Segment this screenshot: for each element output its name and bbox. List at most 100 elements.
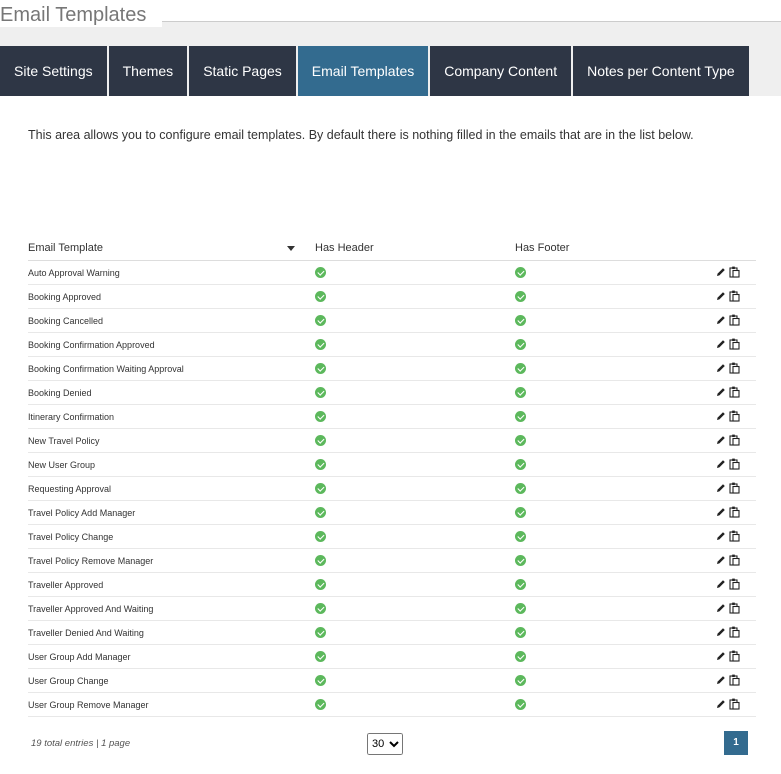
actions-cell <box>705 548 756 573</box>
pencil-icon[interactable] <box>716 531 726 543</box>
template-name: New Travel Policy <box>28 428 315 453</box>
has-header-cell <box>315 404 515 429</box>
clipboard-icon[interactable] <box>729 530 740 544</box>
tab-static-pages[interactable]: Static Pages <box>189 46 296 96</box>
actions-cell <box>705 668 756 693</box>
has-footer-cell <box>515 644 705 669</box>
has-header-cell <box>315 524 515 549</box>
has-footer-cell <box>515 356 705 381</box>
sort-desc-icon[interactable] <box>287 246 295 251</box>
tab-site-settings[interactable]: Site Settings <box>0 46 107 96</box>
clipboard-icon[interactable] <box>729 506 740 520</box>
check-circle-icon <box>315 555 326 567</box>
clipboard-icon[interactable] <box>729 410 740 424</box>
check-circle-icon <box>515 603 526 615</box>
pencil-icon[interactable] <box>716 435 726 447</box>
has-header-cell <box>315 260 515 285</box>
template-name: Traveller Denied And Waiting <box>28 620 315 645</box>
check-circle-icon <box>315 531 326 543</box>
has-header-cell <box>315 548 515 573</box>
page-button-1[interactable]: 1 <box>724 731 748 755</box>
table-row: Requesting Approval <box>28 476 756 501</box>
tab-themes[interactable]: Themes <box>108 46 188 96</box>
pencil-icon[interactable] <box>716 291 726 303</box>
clipboard-icon[interactable] <box>729 314 740 328</box>
actions-cell <box>705 644 756 669</box>
clipboard-icon[interactable] <box>729 434 740 448</box>
has-footer-cell <box>515 452 705 477</box>
check-circle-icon <box>515 363 526 375</box>
clipboard-icon[interactable] <box>729 602 740 616</box>
page-description: This area allows you to configure email … <box>28 128 694 142</box>
pencil-icon[interactable] <box>716 411 726 423</box>
pencil-icon[interactable] <box>716 507 726 519</box>
template-name: User Group Change <box>28 668 315 693</box>
tab-notes-per-content-type[interactable]: Notes per Content Type <box>573 46 749 96</box>
table-row: Itinerary Confirmation <box>28 404 756 429</box>
has-header-cell <box>315 428 515 453</box>
has-header-cell <box>315 332 515 357</box>
clipboard-icon[interactable] <box>729 362 740 376</box>
clipboard-icon[interactable] <box>729 458 740 472</box>
check-circle-icon <box>315 291 326 303</box>
clipboard-icon[interactable] <box>729 626 740 640</box>
tab-company-content[interactable]: Company Content <box>430 46 572 96</box>
pencil-icon[interactable] <box>716 555 726 567</box>
pencil-icon[interactable] <box>716 483 726 495</box>
clipboard-icon[interactable] <box>729 674 740 688</box>
clipboard-icon[interactable] <box>729 650 740 664</box>
template-name: Traveller Approved And Waiting <box>28 596 315 621</box>
check-circle-icon <box>315 651 326 663</box>
column-header-has-footer[interactable]: Has Footer <box>515 236 705 261</box>
pencil-icon[interactable] <box>716 387 726 399</box>
clipboard-icon[interactable] <box>729 482 740 496</box>
template-name: Booking Confirmation Approved <box>28 332 315 357</box>
column-header-email-template[interactable]: Email Template <box>28 236 315 261</box>
column-header-has-header[interactable]: Has Header <box>315 236 515 261</box>
column-header-actions <box>705 236 756 261</box>
pencil-icon[interactable] <box>716 315 726 327</box>
table-header-row: Email Template Has Header Has Footer <box>28 236 756 261</box>
check-circle-icon <box>315 339 326 351</box>
check-circle-icon <box>315 363 326 375</box>
pencil-icon[interactable] <box>716 579 726 591</box>
actions-cell <box>705 260 756 285</box>
actions-cell <box>705 404 756 429</box>
check-circle-icon <box>515 315 526 327</box>
table-row: Booking Approved <box>28 284 756 309</box>
clipboard-icon[interactable] <box>729 698 740 712</box>
clipboard-icon[interactable] <box>729 290 740 304</box>
table-row: Travel Policy Remove Manager <box>28 548 756 573</box>
check-circle-icon <box>315 675 326 687</box>
check-circle-icon <box>515 411 526 423</box>
tab-email-templates[interactable]: Email Templates <box>297 46 429 96</box>
clipboard-icon[interactable] <box>729 386 740 400</box>
pencil-icon[interactable] <box>716 651 726 663</box>
actions-cell <box>705 428 756 453</box>
pencil-icon[interactable] <box>716 627 726 639</box>
clipboard-icon[interactable] <box>729 338 740 352</box>
pencil-icon[interactable] <box>716 699 726 711</box>
pencil-icon[interactable] <box>716 603 726 615</box>
table-row: User Group Add Manager <box>28 644 756 669</box>
has-header-cell <box>315 308 515 333</box>
template-name: Booking Cancelled <box>28 308 315 333</box>
page-size-select[interactable]: 103050100 <box>367 733 403 755</box>
clipboard-icon[interactable] <box>729 554 740 568</box>
has-footer-cell <box>515 284 705 309</box>
check-circle-icon <box>315 315 326 327</box>
has-header-cell <box>315 572 515 597</box>
clipboard-icon[interactable] <box>729 266 740 280</box>
pencil-icon[interactable] <box>716 267 726 279</box>
actions-cell <box>705 452 756 477</box>
has-footer-cell <box>515 404 705 429</box>
pencil-icon[interactable] <box>716 459 726 471</box>
table-row: Travel Policy Add Manager <box>28 500 756 525</box>
pencil-icon[interactable] <box>716 339 726 351</box>
check-circle-icon <box>515 675 526 687</box>
check-circle-icon <box>515 627 526 639</box>
pencil-icon[interactable] <box>716 363 726 375</box>
pencil-icon[interactable] <box>716 675 726 687</box>
template-name: Traveller Approved <box>28 572 315 597</box>
clipboard-icon[interactable] <box>729 578 740 592</box>
